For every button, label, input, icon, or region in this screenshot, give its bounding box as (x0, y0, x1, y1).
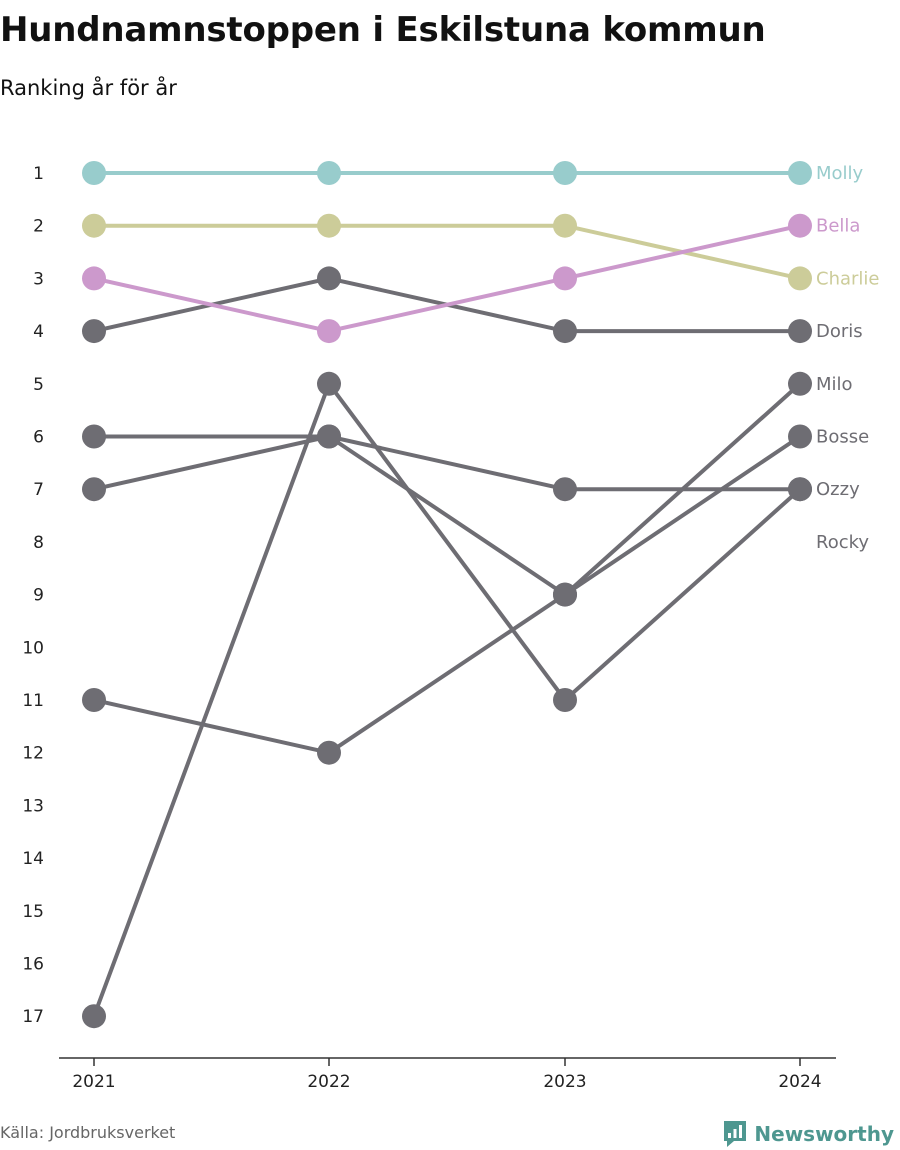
data-point-doris (317, 266, 341, 291)
end-label-bosse: Bosse (816, 427, 869, 448)
data-point-ozzy (82, 477, 106, 502)
chart-title: Hundnamnstoppen i Eskilstuna kommun (0, 10, 766, 50)
data-point-ozzy (553, 477, 577, 502)
data-point-rocky (317, 371, 341, 396)
y-tick-label: 10 (22, 638, 44, 658)
data-point-milo (788, 371, 812, 396)
data-point-bella (82, 266, 106, 291)
x-tick-label: 2021 (72, 1072, 115, 1092)
series-line-bosse (93, 434, 802, 755)
y-tick-label: 5 (33, 375, 44, 395)
y-tick-label: 8 (33, 533, 44, 553)
data-point-milo (317, 424, 341, 449)
data-point-bosse (317, 740, 341, 765)
y-tick-label: 4 (33, 322, 44, 342)
x-tick-label: 2023 (543, 1072, 586, 1092)
data-point-charlie (553, 213, 577, 238)
data-point-charlie (788, 266, 812, 291)
end-label-rocky: Rocky (816, 532, 869, 553)
series-line-milo (94, 382, 802, 597)
data-point-bella (317, 319, 341, 344)
y-tick-label: 16 (22, 955, 44, 975)
source-note: Källa: Jordbruksverket (0, 1123, 176, 1142)
data-point-rocky (82, 1004, 106, 1029)
end-label-milo: Milo (816, 374, 853, 395)
end-labels: Molly Bella Charlie Doris Milo Bosse Ozzy Rocky (816, 163, 879, 553)
chart-subtitle: Ranking år för år (0, 76, 177, 100)
y-tick-label: 3 (33, 269, 44, 289)
data-point-ozzy (788, 477, 812, 502)
y-tick-label: 9 (33, 586, 44, 606)
data-point-molly (82, 161, 106, 185)
end-label-bella: Bella (816, 216, 860, 237)
y-tick-label: 6 (33, 428, 44, 448)
y-tick-label: 2 (33, 217, 44, 237)
data-point-rocky (553, 688, 577, 712)
end-label-doris: Doris (816, 321, 863, 342)
data-point-doris (553, 319, 577, 344)
end-label-ozzy: Ozzy (816, 479, 860, 500)
end-label-charlie: Charlie (816, 268, 879, 289)
newsworthy-logo-icon (724, 1121, 747, 1147)
data-point-doris (788, 319, 812, 344)
y-tick-label: 11 (22, 691, 44, 711)
series-line-bella (93, 223, 801, 334)
data-point-bosse (788, 424, 812, 449)
data-point-molly (317, 161, 341, 185)
data-point-milo (553, 582, 577, 607)
x-axis-ticks: 2021 2022 2023 2024 (72, 1058, 822, 1092)
x-tick-label: 2022 (307, 1072, 350, 1092)
y-tick-label: 1 (33, 164, 44, 184)
data-point-bosse (82, 688, 106, 712)
y-tick-label: 14 (22, 849, 44, 869)
data-point-doris (82, 319, 106, 344)
data-point-charlie (317, 213, 341, 238)
series-line-charlie (94, 223, 801, 281)
data-point-milo (82, 424, 106, 449)
data-point-charlie (82, 213, 106, 238)
brand-logo: Newsworthy (722, 1119, 894, 1149)
y-tick-label: 15 (22, 902, 44, 922)
data-point-bella (788, 213, 812, 238)
series-points (82, 161, 812, 1029)
series-lines (92, 171, 802, 1017)
data-point-bella (553, 266, 577, 291)
series-line-rocky (92, 381, 802, 1017)
brand-name: Newsworthy (754, 1122, 894, 1146)
y-tick-label: 13 (22, 796, 44, 816)
end-label-molly: Molly (816, 163, 864, 184)
x-tick-label: 2024 (778, 1072, 821, 1092)
data-point-molly (553, 161, 577, 185)
y-tick-label: 12 (22, 744, 44, 764)
data-point-molly (788, 161, 812, 185)
y-tick-label: 7 (33, 480, 44, 500)
y-tick-label: 17 (22, 1007, 44, 1027)
